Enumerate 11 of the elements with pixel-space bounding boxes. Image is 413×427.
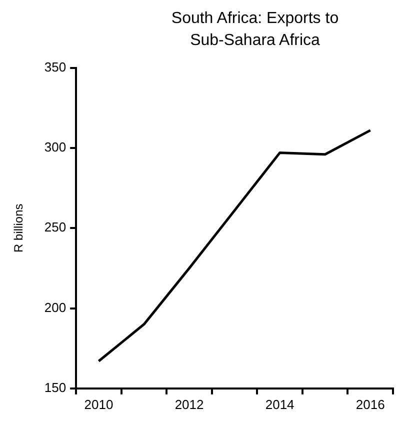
y-tick-label: 250 — [44, 220, 66, 235]
y-tick-label: 200 — [44, 300, 66, 315]
chart-title: South Africa: Exports to Sub-Sahara Africa — [170, 9, 340, 51]
y-tick-label: 150 — [44, 380, 66, 395]
y-axis-title: R billions — [12, 204, 26, 252]
x-tick-label: 2016 — [356, 396, 385, 412]
y-tick-label: 350 — [44, 59, 66, 74]
x-tick-label: 2012 — [174, 396, 204, 412]
x-tick-label: 2010 — [84, 396, 114, 412]
x-tick-label: 2014 — [265, 396, 294, 412]
y-tick-label: 300 — [44, 140, 66, 155]
